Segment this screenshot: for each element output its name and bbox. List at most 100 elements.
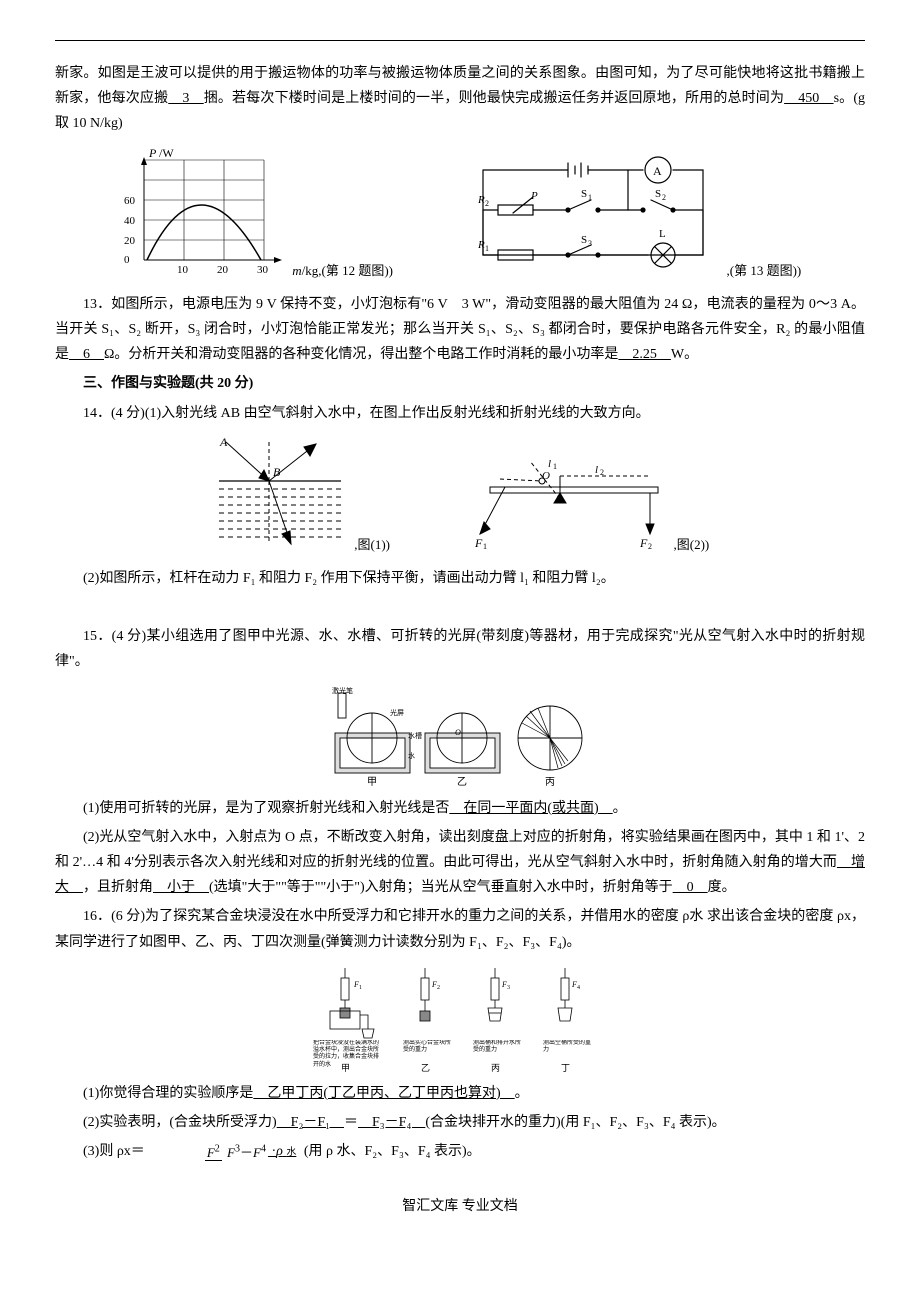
svg-text:1: 1 — [485, 244, 489, 253]
svg-text:1: 1 — [553, 462, 557, 471]
svg-text:丙: 丙 — [545, 777, 555, 788]
svg-text:乙: 乙 — [421, 1063, 430, 1073]
svg-text:水槽: 水槽 — [408, 731, 422, 740]
q12-blank-1: 3 — [168, 91, 203, 106]
svg-text:S: S — [581, 234, 587, 246]
svg-text:20: 20 — [124, 235, 136, 247]
q16-svg: F1 F2 F3 F4 把合金块浸没在装满水的溢水杯中，测出合金块所受的拉力，收… — [310, 963, 610, 1073]
q13-circuit-caption: ,(第 13 题图)) — [727, 263, 802, 278]
svg-text:/W: /W — [159, 146, 174, 160]
svg-text:3: 3 — [507, 985, 510, 991]
section3-title: 三、作图与实验题(共 20 分) — [55, 371, 865, 396]
svg-text:光屏: 光屏 — [390, 708, 404, 717]
q14-fig2: O F1 F2 l1 l2 ,图(2)) — [470, 449, 709, 558]
svg-text:60: 60 — [124, 195, 136, 207]
q13-circuit: A R2 P S1 — [473, 155, 801, 284]
svg-text:40: 40 — [124, 215, 136, 227]
q16-p2-b2: F₃－F₄ — [358, 1115, 425, 1130]
q12-chart: P/W 0 20 40 60 10 20 30 — [119, 145, 393, 284]
svg-text:P: P — [530, 190, 538, 202]
q16-p3-t2: (用 ρ 水、F₂、F₃、F₄ 表示)。 — [304, 1144, 481, 1159]
svg-text:S: S — [655, 188, 661, 200]
q15-p2-t4: 度。 — [708, 880, 736, 895]
q16-stem: 16．(6 分)为了探究某合金块浸没在水中所受浮力和它排开水的重力之间的关系，并… — [55, 904, 865, 954]
svg-text:R: R — [477, 239, 485, 251]
svg-text:2: 2 — [437, 985, 440, 991]
q12-q13-figs: P/W 0 20 40 60 10 20 30 — [55, 145, 865, 284]
svg-text:4: 4 — [577, 985, 580, 991]
q12-chart-caption: ,(第 12 题图)) — [318, 263, 393, 278]
svg-text:2: 2 — [662, 193, 666, 202]
q14-fig2-caption: ,图(2)) — [674, 537, 710, 552]
svg-text:2: 2 — [648, 542, 652, 549]
svg-text:A: A — [653, 164, 662, 178]
q14-fig1-caption: ,图(1)) — [354, 537, 390, 552]
q16-p2-t3: (合金块排开水的重力)(用 F₁、F₂、F₃、F₄ 表示)。 — [425, 1115, 725, 1130]
q15-figs: 激光笔 光屏 水槽 水 甲 O 乙 丙 — [55, 683, 865, 788]
svg-text:A: A — [219, 435, 228, 449]
q16-p3-t1: (3)则 ρx＝ — [83, 1144, 145, 1159]
svg-text:R: R — [477, 194, 485, 206]
q16-p1-text: (1)你觉得合理的实验顺序是 — [83, 1086, 253, 1101]
q16-figs: F1 F2 F3 F4 把合金块浸没在装满水的溢水杯中，测出合金块所受的拉力，收… — [55, 963, 865, 1073]
q15-p2-t1: (2)光从空气射入水中，入射点为 O 点，不断改变入射角，读出刻度盘上对应的折射… — [55, 830, 865, 870]
q14-stem: 14．(4 分)(1)入射光线 AB 由空气斜射入水中，在图上作出反射光线和折射… — [55, 401, 865, 426]
q15-p2-t3: (选填"大于""等于""小于")入射角；当光从空气垂直射入水中时，折射角等于 — [209, 880, 673, 895]
q16-p1-blank: 乙甲丁丙(丁乙甲丙、乙丁甲丙也算对) — [253, 1086, 514, 1101]
q16-p2-t1: (2)实验表明，(合金块所受浮力) — [83, 1115, 277, 1130]
q15-p2: (2)光从空气射入水中，入射点为 O 点，不断改变入射角，读出刻度盘上对应的折射… — [55, 825, 865, 901]
q15-p1-text: (1)使用可折转的光屏，是为了观察折射光线和入射光线是否 — [83, 801, 449, 816]
q16-p2-b1: F₂－F₁ — [277, 1115, 344, 1130]
svg-text:丁: 丁 — [561, 1063, 570, 1073]
svg-text:O: O — [455, 728, 461, 737]
top-rule — [55, 40, 865, 41]
page-footer: 智汇文库 专业文档 — [55, 1194, 865, 1219]
q14-part2: (2)如图所示，杠杆在动力 F₁ 和阻力 F₂ 作用下保持平衡，请画出动力臂 l… — [55, 566, 865, 591]
svg-text:甲: 甲 — [367, 777, 377, 788]
q13-blank-1: 6 — [69, 347, 104, 362]
q12-blank-2: 450 — [784, 91, 833, 106]
svg-text:甲: 甲 — [341, 1063, 350, 1073]
svg-text:L: L — [659, 228, 666, 240]
svg-text:1: 1 — [359, 985, 362, 991]
svg-text:10: 10 — [177, 264, 189, 275]
svg-text:l: l — [595, 464, 598, 476]
svg-text:F: F — [474, 536, 483, 549]
svg-text:1: 1 — [483, 542, 487, 549]
q15-p2-b3: 0 — [673, 880, 708, 895]
svg-text:l: l — [548, 458, 551, 470]
svg-text:3: 3 — [588, 239, 592, 248]
svg-text:0: 0 — [124, 254, 130, 266]
q15-stem: 15．(4 分)某小组选用了图甲中光源、水、水槽、可折转的光屏(带刻度)等器材，… — [55, 624, 865, 674]
q13-paragraph: 13．如图所示，电源电压为 9 V 保持不变，小灯泡标有"6 V 3 W"，滑动… — [55, 292, 865, 368]
svg-text:激光笔: 激光笔 — [332, 686, 353, 695]
q16-p3: (3)则 ρx＝ F2 F3－F4 ·ρ 水 (用 ρ 水、F₂、F₃、F₄ 表… — [55, 1139, 865, 1164]
q15-p2-b2: 小于 — [153, 880, 209, 895]
q16-p3-frac: F2 F3－F4 — [177, 1144, 268, 1161]
q13-stem-3: W。 — [671, 347, 698, 362]
q15-p1: (1)使用可折转的光屏，是为了观察折射光线和入射光线是否 在同一平面内(或共面)… — [55, 796, 865, 821]
svg-text:2: 2 — [485, 199, 489, 208]
q16-p1-end: 。 — [515, 1086, 529, 1101]
svg-text:20: 20 — [217, 264, 229, 275]
svg-text:S: S — [581, 188, 587, 200]
q14-fig1: A B ,图(1)) — [211, 434, 390, 558]
q12-paragraph: 新家。如图是王波可以提供的用于搬运物体的功率与被搬运物体质量之间的关系图象。由图… — [55, 61, 865, 137]
q16-p2: (2)实验表明，(合金块所受浮力) F₂－F₁ ＝ F₃－F₄ (合金块排开水的… — [55, 1110, 865, 1135]
q15-svg: 激光笔 光屏 水槽 水 甲 O 乙 丙 — [330, 683, 590, 788]
q14-figs: A B ,图(1)) — [55, 434, 865, 558]
q16-p1: (1)你觉得合理的实验顺序是 乙甲丁丙(丁乙甲丙、乙丁甲丙也算对) 。 — [55, 1081, 865, 1106]
svg-text:乙: 乙 — [457, 776, 467, 788]
q13-stem-2: Ω。分析开关和滑动变阻器的各种变化情况，得出整个电路工作时消耗的最小功率是 — [104, 347, 618, 362]
q15-p1-blank: 在同一平面内(或共面) — [449, 801, 612, 816]
q16-p2-t2: ＝ — [344, 1115, 358, 1130]
q12-x-label: m/kg — [292, 263, 318, 278]
svg-text:30: 30 — [257, 264, 269, 275]
svg-text:1: 1 — [588, 193, 592, 202]
q15-p1-end: 。 — [613, 801, 627, 816]
svg-text:F: F — [639, 536, 648, 549]
svg-text:水: 水 — [408, 751, 415, 760]
svg-text:O: O — [542, 470, 550, 482]
svg-text:P: P — [148, 146, 157, 160]
q15-p2-t2: ，且折射角 — [83, 880, 153, 895]
